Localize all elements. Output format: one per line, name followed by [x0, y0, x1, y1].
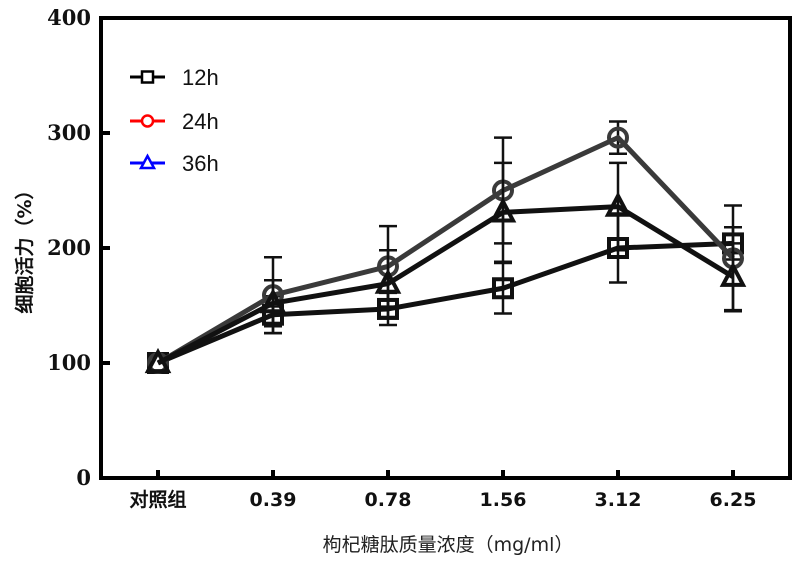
data-point [489, 197, 517, 223]
data-point [492, 277, 514, 300]
y-tick-label: 400 [47, 5, 91, 30]
y-tick-label: 200 [47, 235, 91, 260]
legend-label: 12h [182, 65, 219, 90]
x-tick-label: 1.56 [480, 489, 527, 511]
x-tick-label: 对照组 [129, 488, 186, 511]
y-tick-label: 100 [47, 350, 91, 375]
data-point [144, 347, 172, 374]
legend-marker-triangle [138, 153, 157, 170]
legend-label: 36h [182, 151, 219, 176]
data-point [607, 126, 629, 149]
legend-label: 24h [182, 109, 219, 134]
x-axis-title: 枸杞糖肽质量浓度（mg/ml） [323, 534, 574, 556]
legend: 12h 24h 36h [130, 65, 219, 176]
series-12h [147, 212, 744, 374]
y-axis-title: 细胞活力（%） [13, 180, 36, 313]
data-point [259, 288, 287, 314]
legend-marker-square [140, 70, 155, 84]
y-axis-ticks: 0 100 200 300 400 [47, 5, 110, 490]
legend-item-12h: 12h [130, 65, 219, 90]
x-tick-label: 3.12 [595, 489, 642, 511]
x-tick-label: 0.78 [365, 489, 412, 511]
y-tick-label: 0 [76, 465, 91, 490]
x-tick-label: 0.39 [250, 489, 297, 511]
data-point [719, 261, 747, 287]
x-tick-label: 6.25 [710, 489, 757, 511]
y-tick-label: 300 [47, 120, 91, 145]
x-axis-ticks: 对照组 0.39 0.78 1.56 3.12 6.25 [129, 470, 756, 511]
series-36h [144, 161, 747, 374]
series-line [157, 240, 734, 366]
legend-marker-circle [140, 114, 155, 128]
series-line [156, 204, 735, 366]
legend-item-36h: 36h [130, 151, 219, 176]
data-point [604, 191, 632, 217]
legend-item-24h: 24h [130, 109, 219, 134]
series-layer [144, 120, 747, 374]
series-line [156, 135, 735, 366]
data-point [374, 268, 402, 294]
